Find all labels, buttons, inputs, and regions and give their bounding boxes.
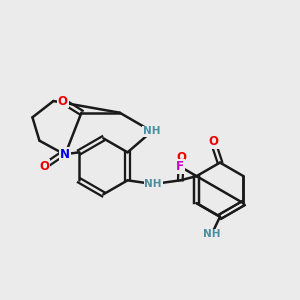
Text: F: F xyxy=(176,160,184,173)
Text: N: N xyxy=(60,148,70,161)
Text: NH: NH xyxy=(143,126,160,136)
Text: NH: NH xyxy=(203,230,220,239)
Text: O: O xyxy=(39,160,49,173)
Text: NH: NH xyxy=(145,179,162,189)
Text: O: O xyxy=(58,94,68,107)
Text: O: O xyxy=(208,135,218,148)
Text: O: O xyxy=(176,152,186,164)
